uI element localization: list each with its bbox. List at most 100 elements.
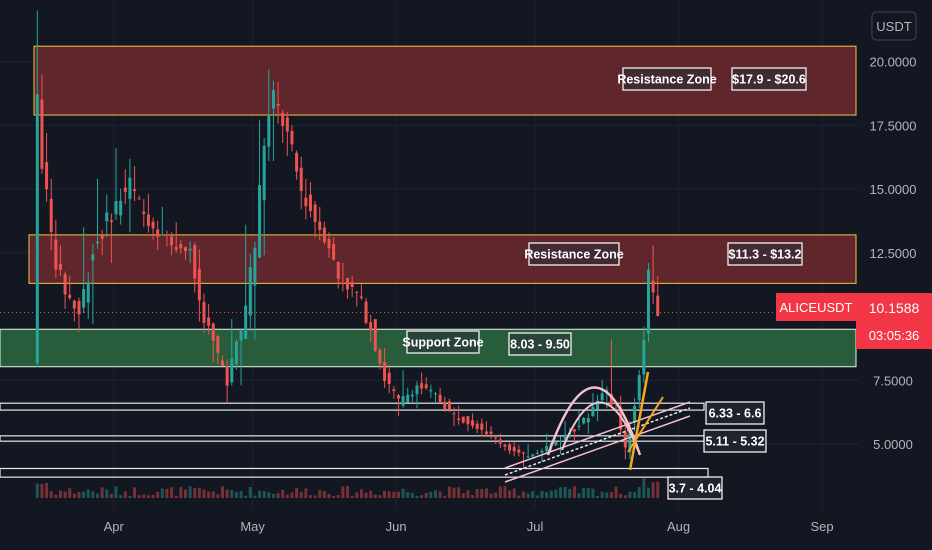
y-axis-background xyxy=(860,0,932,508)
candle-body xyxy=(170,236,174,246)
candle-body xyxy=(582,417,586,424)
volume-bar xyxy=(49,491,53,498)
volume-bar xyxy=(82,491,86,498)
volume-bar xyxy=(193,488,197,498)
candle-body xyxy=(35,94,39,364)
level-2-range-frame xyxy=(703,429,767,453)
volume-bar xyxy=(605,492,609,498)
volume-bar xyxy=(346,486,350,498)
candle-body xyxy=(332,243,336,260)
candle-body xyxy=(165,234,169,236)
volume-bar xyxy=(244,495,248,498)
volume-bar xyxy=(466,490,470,498)
volume-bar xyxy=(489,493,493,498)
x-axis[interactable]: Apr May Jun Jul Aug Sep xyxy=(0,508,932,550)
candle-body xyxy=(45,162,49,190)
volume-bar xyxy=(313,495,317,498)
volume-bar xyxy=(211,491,215,498)
candle-body xyxy=(304,197,308,207)
volume-bar xyxy=(295,487,299,498)
candle-body xyxy=(484,431,488,435)
volume-bar xyxy=(447,486,451,498)
candle-body xyxy=(545,446,549,452)
candle-body xyxy=(146,214,150,226)
symbol-tag xyxy=(776,293,856,321)
last-price-tag xyxy=(856,293,932,349)
volume-bar xyxy=(512,488,516,498)
candle-body xyxy=(308,194,312,211)
candle-body xyxy=(619,407,623,430)
volume-bar xyxy=(355,492,359,498)
candle-body xyxy=(327,239,331,249)
candle-body xyxy=(295,152,299,172)
volume-bar xyxy=(554,489,558,498)
candle-body xyxy=(82,288,86,308)
level-1-range-frame xyxy=(705,401,765,425)
volume-bar xyxy=(151,494,155,498)
candle-body xyxy=(262,145,266,201)
candle-body xyxy=(452,413,456,415)
currency-button[interactable]: USDT xyxy=(871,11,917,41)
volume-bar xyxy=(63,491,67,498)
volume-bar xyxy=(197,487,201,498)
candle-body xyxy=(322,227,326,243)
volume-bar xyxy=(96,493,100,498)
volume-bar xyxy=(40,483,44,498)
volume-bar xyxy=(457,487,461,498)
volume-bar xyxy=(35,483,39,498)
candle-body xyxy=(207,317,211,326)
candle-body xyxy=(526,456,530,458)
level-2-range: 5.11 - 5.32 xyxy=(705,435,764,449)
y-tick-label: 15.0000 xyxy=(870,182,917,197)
volume-bar xyxy=(364,492,368,498)
volume-bar xyxy=(392,491,396,498)
resistance-upper-range: $17.9 - $20.6 xyxy=(732,73,806,87)
candle-body xyxy=(498,439,502,444)
candle-body xyxy=(554,441,558,446)
candle-body xyxy=(202,302,206,323)
volume-bar xyxy=(471,495,475,498)
candles-layer xyxy=(35,10,660,467)
candle-body xyxy=(96,241,100,244)
resistance-lower-range: $11.3 - $13.2 xyxy=(729,248,802,262)
volume-bar xyxy=(299,492,303,498)
volume-bar xyxy=(619,493,623,498)
candle-body xyxy=(364,301,368,323)
candle-body xyxy=(221,360,225,367)
candle-body xyxy=(508,444,512,451)
support-range: 8.03 - 9.50 xyxy=(510,338,570,352)
volume-bar xyxy=(549,490,553,498)
volume-bar xyxy=(429,491,433,498)
volume-bar xyxy=(156,491,160,498)
candle-body xyxy=(244,305,248,339)
candle-body xyxy=(271,90,275,109)
candle-body xyxy=(596,400,600,410)
candle-body xyxy=(605,390,609,392)
y-tick-label: 17.5000 xyxy=(870,118,917,133)
volume-bar xyxy=(262,491,266,498)
support-range-frame xyxy=(508,332,572,356)
volume-bar xyxy=(248,486,252,498)
x-tick-label: May xyxy=(240,519,265,534)
candle-body xyxy=(637,375,641,401)
candle-body xyxy=(72,300,76,309)
level-band xyxy=(0,402,705,411)
y-axis-ticks: 5.0000 7.5000 12.5000 15.0000 17.5000 20.0000 xyxy=(870,55,917,453)
candle-body xyxy=(503,444,507,447)
trend-line-up xyxy=(628,371,650,471)
volume-bar xyxy=(271,493,275,498)
y-axis[interactable]: USDT 5.0000 7.5000 12.5000 15.0000 17.5000 20… xyxy=(860,0,932,508)
volume-bar xyxy=(142,494,146,498)
candle-body xyxy=(54,239,58,270)
candle-body xyxy=(531,454,535,457)
volume-bar xyxy=(225,489,229,498)
volume-bar xyxy=(188,486,192,498)
volume-bar xyxy=(369,490,373,498)
candle-body xyxy=(540,450,544,453)
candle-body xyxy=(633,405,637,423)
level-3-range: 3.7 - 4.04 xyxy=(669,482,722,496)
volume-bar xyxy=(239,491,243,498)
volume-bar xyxy=(410,492,414,498)
